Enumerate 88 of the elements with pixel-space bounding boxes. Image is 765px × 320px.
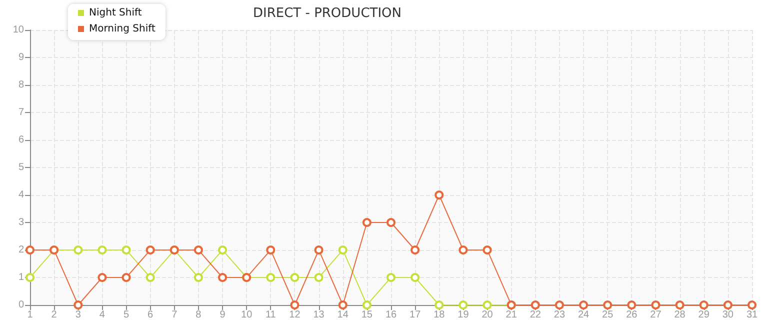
point [386, 273, 396, 282]
point [482, 246, 492, 254]
legend-label: Night Shift [89, 8, 142, 18]
y-tick-label: 8 [18, 80, 24, 90]
x-tick-label: 24 [578, 310, 590, 320]
point [338, 300, 348, 310]
y-tick-label: 3 [18, 217, 24, 228]
y-tick-label: 2 [18, 244, 24, 256]
chart-title: DIRECT - PRODUCTION [253, 6, 402, 21]
x-tick-label: 8 [196, 310, 202, 320]
point [218, 246, 228, 254]
point [218, 273, 228, 282]
point [266, 273, 276, 282]
point [723, 300, 732, 310]
x-tick-label: 21 [506, 310, 518, 320]
x-tick-label: 1 [27, 310, 34, 320]
point [530, 300, 540, 310]
point [98, 246, 107, 254]
x-tick-label: 25 [602, 310, 614, 320]
y-tick-label: 9 [18, 52, 24, 63]
point [434, 300, 444, 310]
x-tick-label: 4 [99, 310, 106, 320]
point [458, 300, 468, 310]
y-tick-label: 10 [12, 24, 24, 36]
point [290, 300, 300, 310]
x-tick-label: 10 [241, 310, 253, 320]
legend-label: Morning Shift [89, 24, 156, 34]
point [26, 273, 34, 282]
point [627, 300, 636, 310]
point [26, 246, 34, 254]
y-tick-label: 6 [18, 134, 24, 146]
point [266, 246, 276, 254]
point [434, 190, 444, 200]
point [194, 273, 203, 282]
x-tick-label: 3 [75, 310, 82, 320]
x-tick-label: 11 [265, 310, 276, 320]
point [410, 273, 420, 282]
point [74, 246, 83, 254]
point [146, 273, 155, 282]
point [482, 300, 492, 310]
y-tick-label: 5 [18, 162, 24, 173]
x-tick-label: 20 [482, 310, 494, 320]
point [458, 246, 468, 254]
point [554, 300, 564, 310]
point [338, 246, 348, 254]
x-tick-label: 12 [289, 310, 301, 320]
point [146, 246, 155, 254]
x-tick-label: 19 [458, 310, 470, 320]
point [386, 218, 396, 227]
x-tick-label: 27 [650, 310, 662, 320]
point [675, 300, 684, 310]
y-tick-label: 7 [18, 107, 24, 118]
x-tick-label: 17 [410, 310, 422, 320]
point [122, 273, 131, 282]
x-tick-label: 6 [148, 310, 154, 320]
x-tick-label: 22 [530, 310, 542, 320]
x-tick-label: 31 [746, 310, 758, 320]
point [651, 300, 660, 310]
x-tick-label: 2 [51, 310, 58, 320]
y-tick-label: 1 [18, 272, 24, 283]
point [314, 273, 324, 282]
point [122, 246, 131, 254]
point [314, 246, 324, 254]
point [579, 300, 588, 310]
x-tick-label: 14 [337, 310, 349, 320]
point [194, 246, 203, 254]
x-tick-label: 7 [172, 310, 178, 320]
x-tick-label: 30 [722, 310, 734, 320]
x-tick-label: 13 [313, 310, 325, 320]
point [362, 218, 372, 227]
x-tick-label: 29 [698, 310, 710, 320]
point [362, 300, 372, 310]
x-tick-label: 5 [123, 310, 130, 320]
x-tick-label: 9 [220, 310, 226, 320]
point [98, 273, 107, 282]
point [74, 300, 83, 310]
x-tick-label: 28 [674, 310, 686, 320]
point [603, 300, 612, 310]
point [699, 300, 708, 310]
y-tick-label: 4 [18, 190, 24, 200]
x-tick-label: 23 [554, 310, 566, 320]
x-tick-label: 18 [434, 310, 446, 320]
x-tick-label: 26 [626, 310, 638, 320]
point [290, 273, 300, 282]
point [410, 246, 420, 254]
y-tick-label: 0 [18, 300, 24, 310]
x-tick-label: 16 [385, 310, 397, 320]
x-tick-label: 15 [361, 310, 373, 320]
